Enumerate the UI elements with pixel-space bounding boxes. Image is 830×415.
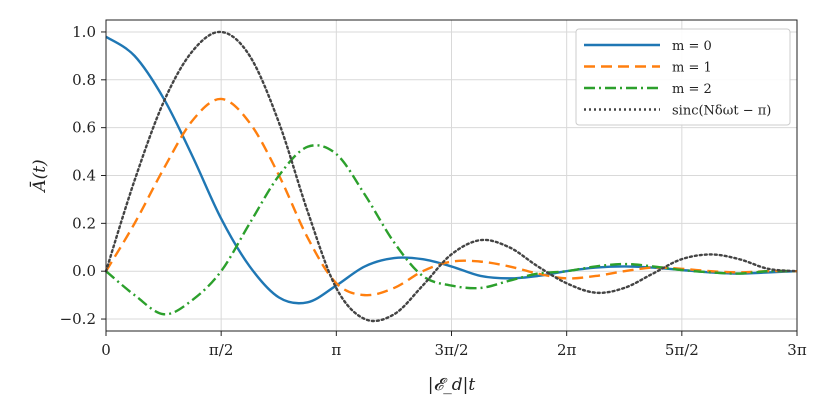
y-tick-label: 1.0 (72, 23, 96, 41)
x-tick-label: π/2 (209, 341, 233, 359)
series-line-3 (105, 144, 797, 316)
grid (105, 20, 798, 331)
y-tick-label: 0.4 (72, 167, 96, 185)
x-tick-label: 5π/2 (665, 341, 699, 359)
x-tick-label: 0 (101, 341, 111, 359)
y-tick-label: 0.2 (72, 214, 96, 232)
y-tick-label: 0.6 (72, 119, 96, 137)
x-tick-label: π (331, 341, 341, 359)
ticks: 0 π/2 π 3π/2 2π 5π/2 3π −0.2 0.0 0.2 0.4 0.6 0.8 1.0 (60, 23, 807, 359)
x-tick-label: 3π/2 (435, 341, 469, 359)
x-axis-label: |𝓔_d|t (428, 375, 476, 395)
legend-label-2: m = 1 (672, 61, 712, 76)
series-layer (104, 30, 798, 323)
series-line-4 (104, 30, 798, 323)
legend: m = 0 m = 1 m = 2 sinc(Nδωt − π) (575, 28, 791, 126)
x-tick-label: 2π (557, 341, 577, 359)
x-tick-label: 3π (787, 341, 807, 359)
legend-label-1: m = 0 (672, 39, 712, 54)
legend-label-3: m = 2 (672, 82, 712, 97)
y-tick-label: −0.2 (60, 310, 96, 328)
y-axis-label: Ā(t) (29, 159, 50, 193)
legend-box (575, 28, 791, 126)
legend-label-4: sinc(Nδωt − π) (672, 104, 771, 119)
y-tick-label: 0.8 (72, 71, 96, 89)
y-tick-label: 0.0 (72, 262, 96, 280)
